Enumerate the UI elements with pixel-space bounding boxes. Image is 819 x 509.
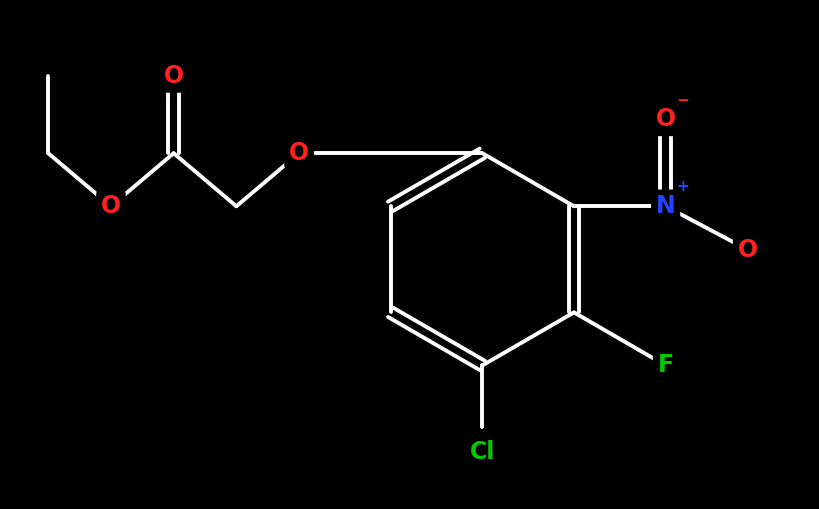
Text: F: F — [657, 353, 673, 378]
Text: O: O — [736, 238, 757, 262]
Text: Cl: Cl — [469, 440, 495, 464]
Text: −: − — [676, 93, 689, 107]
Text: O: O — [654, 107, 675, 131]
Text: O: O — [101, 194, 121, 218]
Text: +: + — [676, 180, 689, 194]
Text: O: O — [288, 141, 309, 165]
Text: O: O — [163, 64, 183, 88]
Text: N: N — [655, 194, 675, 218]
